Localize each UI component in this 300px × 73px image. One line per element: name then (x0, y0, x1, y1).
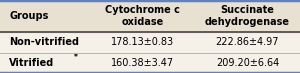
Text: Groups: Groups (9, 11, 48, 21)
Text: Cytochrome c
oxidase: Cytochrome c oxidase (105, 5, 180, 27)
Text: 209.20±6.64: 209.20±6.64 (216, 58, 279, 68)
Text: Vitrified: Vitrified (9, 58, 54, 68)
Text: Non-vitrified: Non-vitrified (9, 37, 79, 47)
Text: Succinate
dehydrogenase: Succinate dehydrogenase (205, 5, 290, 27)
Text: 178.13±0.83: 178.13±0.83 (111, 37, 174, 47)
Bar (0, 0, 300, 32)
Text: 160.38±3.47: 160.38±3.47 (111, 58, 174, 68)
Text: 222.86±4.97: 222.86±4.97 (216, 37, 279, 47)
Text: *: * (74, 53, 77, 62)
